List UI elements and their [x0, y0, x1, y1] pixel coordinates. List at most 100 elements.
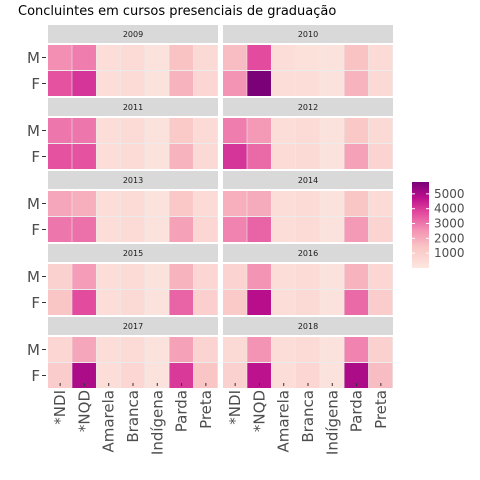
heatmap-tile — [72, 290, 96, 315]
heatmap-tile — [295, 290, 320, 315]
heatmap-tile — [96, 363, 121, 388]
heatmap-tile — [96, 290, 121, 315]
x-tick-label: *NDI — [226, 390, 244, 425]
facet-panel-2018: 2018 — [223, 317, 393, 388]
heatmap-tile — [120, 290, 145, 315]
heatmap-tile — [320, 118, 344, 143]
heatmap-tile — [169, 217, 194, 242]
heatmap-tile — [96, 118, 121, 143]
heatmap-tile — [344, 144, 369, 169]
heatmap-tile — [223, 45, 247, 70]
heatmap-tile — [344, 363, 369, 388]
facet-strip — [48, 25, 218, 43]
heatmap-tile — [295, 363, 320, 388]
x-tick-label: Branca — [299, 390, 317, 443]
heatmap-tile — [344, 191, 369, 216]
heatmap-tile — [320, 144, 344, 169]
heatmap-tile — [96, 191, 121, 216]
facet-panel-2010: 2010 — [223, 25, 393, 96]
heatmap-tile — [145, 191, 169, 216]
heatmap-tile — [295, 144, 320, 169]
heatmap-tile — [48, 337, 72, 362]
facet-strip — [48, 317, 218, 335]
heatmap-tile — [169, 290, 194, 315]
y-tick-label: M — [27, 122, 40, 140]
heatmap-tile — [169, 118, 194, 143]
legend-label: 5000 — [434, 187, 465, 201]
heatmap-tile — [223, 217, 247, 242]
y-tick-label: F — [31, 75, 40, 93]
heatmap-tile — [48, 290, 72, 315]
x-tick-label: Preta — [372, 390, 390, 429]
x-tick-label: Indígena — [148, 390, 166, 455]
heatmap-tile — [72, 118, 96, 143]
heatmap-tile — [48, 45, 72, 70]
legend-label: 1000 — [434, 246, 465, 260]
x-tick-label: *NQD — [250, 390, 268, 432]
x-tick-label: Branca — [124, 390, 142, 443]
heatmap-tile — [96, 217, 121, 242]
heatmap-tile — [193, 337, 218, 362]
facet-panel-2016: 2016 — [223, 244, 393, 315]
heatmap-tile — [193, 45, 218, 70]
heatmap-tile — [72, 337, 96, 362]
heatmap-tile — [48, 191, 72, 216]
heatmap-tile — [344, 217, 369, 242]
heatmap-tile — [96, 144, 121, 169]
heatmap-tile — [320, 191, 344, 216]
heatmap-tile — [320, 290, 344, 315]
heatmap-tile — [145, 363, 169, 388]
heatmap-tile — [320, 264, 344, 289]
heatmap-tile — [48, 264, 72, 289]
facet-strip — [48, 98, 218, 116]
heatmap-tile — [169, 71, 194, 96]
facet-panel-2017: 2017 MF — [27, 317, 218, 388]
facet-strip-label: 2016 — [298, 249, 318, 258]
facet-strip-label: 2015 — [123, 249, 143, 258]
heatmap-tile — [271, 363, 296, 388]
heatmap-tile — [223, 71, 247, 96]
heatmap-tile — [193, 290, 218, 315]
x-tick-label: Indígena — [323, 390, 341, 455]
heatmap-tile — [193, 144, 218, 169]
heatmap-tile — [223, 118, 247, 143]
heatmap-tile — [145, 337, 169, 362]
heatmap-tile — [72, 217, 96, 242]
legend-label: 2000 — [434, 231, 465, 245]
heatmap-tile — [223, 144, 247, 169]
heatmap-tile — [247, 45, 271, 70]
heatmap-tile — [72, 363, 96, 388]
heatmap-tile — [96, 264, 121, 289]
facet-panels: 2009MF20102011MF20122013MF20142015MF2016… — [27, 25, 393, 388]
facet-strip — [223, 317, 393, 335]
y-tick-label: F — [31, 148, 40, 166]
heatmap-tile — [320, 45, 344, 70]
heatmap-tile — [247, 264, 271, 289]
heatmap-tile — [120, 191, 145, 216]
facet-strip — [223, 171, 393, 189]
y-tick-label: M — [27, 49, 40, 67]
heatmap-tile — [368, 144, 393, 169]
heatmap-tile — [344, 337, 369, 362]
x-tick-label: Parda — [348, 390, 366, 432]
heatmap-tile — [169, 191, 194, 216]
x-tick-label: Parda — [173, 390, 191, 432]
heatmap-tile — [72, 264, 96, 289]
heatmap-tile — [368, 45, 393, 70]
heatmap-tile — [193, 217, 218, 242]
heatmap-tile — [120, 144, 145, 169]
facet-panel-2009: 2009 MF — [27, 25, 218, 96]
heatmap-tile — [295, 118, 320, 143]
y-tick-label: F — [31, 221, 40, 239]
facet-strip-label: 2014 — [298, 176, 318, 185]
facet-strip-label: 2010 — [298, 30, 318, 39]
heatmap-tile — [368, 264, 393, 289]
heatmap-tile — [320, 71, 344, 96]
heatmap-tile — [120, 217, 145, 242]
heatmap-tile — [120, 337, 145, 362]
heatmap-tile — [96, 71, 121, 96]
heatmap-tile — [169, 337, 194, 362]
x-tick-label: *NDI — [51, 390, 69, 425]
heatmap-tile — [120, 363, 145, 388]
heatmap-tile — [72, 144, 96, 169]
